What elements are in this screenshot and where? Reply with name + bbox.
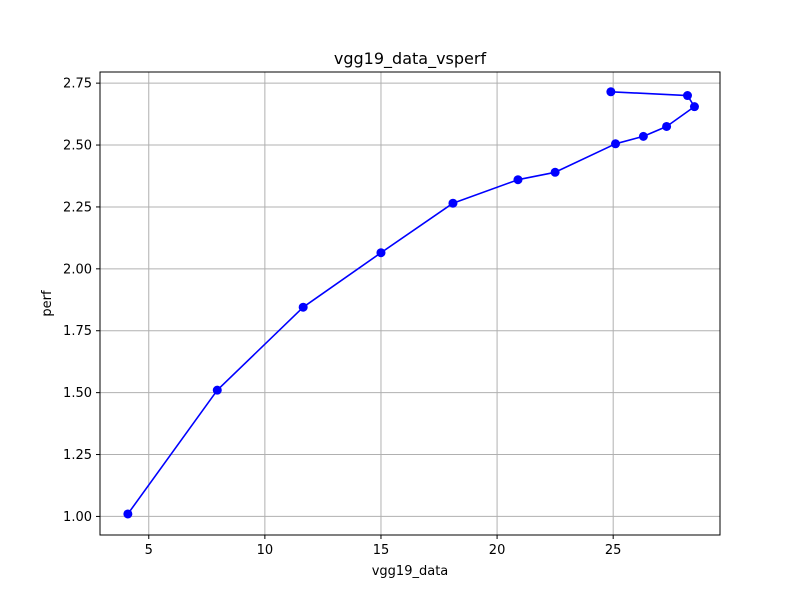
y-tick-label: 1.00: [63, 510, 92, 525]
data-point: [212, 385, 222, 395]
data-point: [298, 302, 308, 312]
y-tick-label: 1.50: [63, 386, 92, 401]
y-tick-label: 2.25: [63, 200, 92, 215]
x-tick-label: 5: [145, 543, 153, 558]
x-axis-label: vgg19_data: [372, 564, 449, 579]
y-tick-label: 1.25: [63, 448, 92, 463]
data-point: [606, 87, 616, 97]
data-point: [638, 131, 648, 141]
x-tick-label: 20: [489, 543, 506, 558]
data-point: [550, 167, 560, 177]
data-point: [662, 121, 672, 131]
y-tick-label: 2.50: [63, 139, 92, 154]
y-tick-label: 1.75: [63, 324, 92, 339]
data-point: [689, 102, 699, 112]
data-point: [376, 248, 386, 258]
data-point: [513, 175, 523, 185]
data-point: [611, 139, 621, 149]
data-point: [682, 91, 692, 101]
chart-title: vgg19_data_vsperf: [334, 49, 487, 69]
grid-lines: [100, 72, 720, 535]
data-point: [123, 509, 133, 519]
y-axis-label: perf: [40, 290, 55, 317]
plot-frame: [99, 71, 721, 536]
y-tick-label: 2.75: [63, 77, 92, 92]
series-layer: [123, 87, 699, 519]
data-point: [448, 198, 458, 208]
y-tick-label: 2.00: [63, 262, 92, 277]
series-line: [127, 91, 696, 515]
x-tick-label: 25: [605, 543, 622, 558]
tick-marks: 5 10 15 20 25 1.00 1.25 1.50 1.75 2.00 2.25 2.50 2.7…: [63, 77, 621, 558]
x-tick-label: 15: [373, 543, 390, 558]
x-tick-label: 10: [257, 543, 274, 558]
